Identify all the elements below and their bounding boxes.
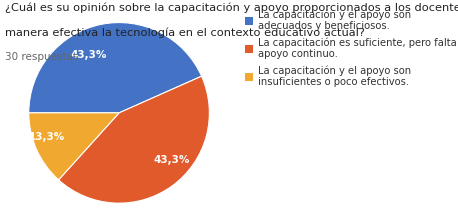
Wedge shape — [29, 23, 202, 113]
Text: 13,3%: 13,3% — [29, 132, 65, 142]
Legend: La capacitación y el apoyo son
adecuados y beneficiosos., La capacitación es suf: La capacitación y el apoyo son adecuados… — [245, 9, 457, 88]
Text: 30 respuestas: 30 respuestas — [5, 52, 78, 62]
Wedge shape — [59, 76, 209, 203]
Text: ¿Cuál es su opinión sobre la capacitación y apoyo proporcionados a los docentes : ¿Cuál es su opinión sobre la capacitació… — [5, 2, 458, 13]
Wedge shape — [29, 113, 119, 180]
Text: 43,3%: 43,3% — [153, 155, 190, 165]
Text: manera efectiva la tecnología en el contexto educativo actual?: manera efectiva la tecnología en el cont… — [5, 27, 365, 38]
Text: 43,3%: 43,3% — [71, 50, 107, 60]
